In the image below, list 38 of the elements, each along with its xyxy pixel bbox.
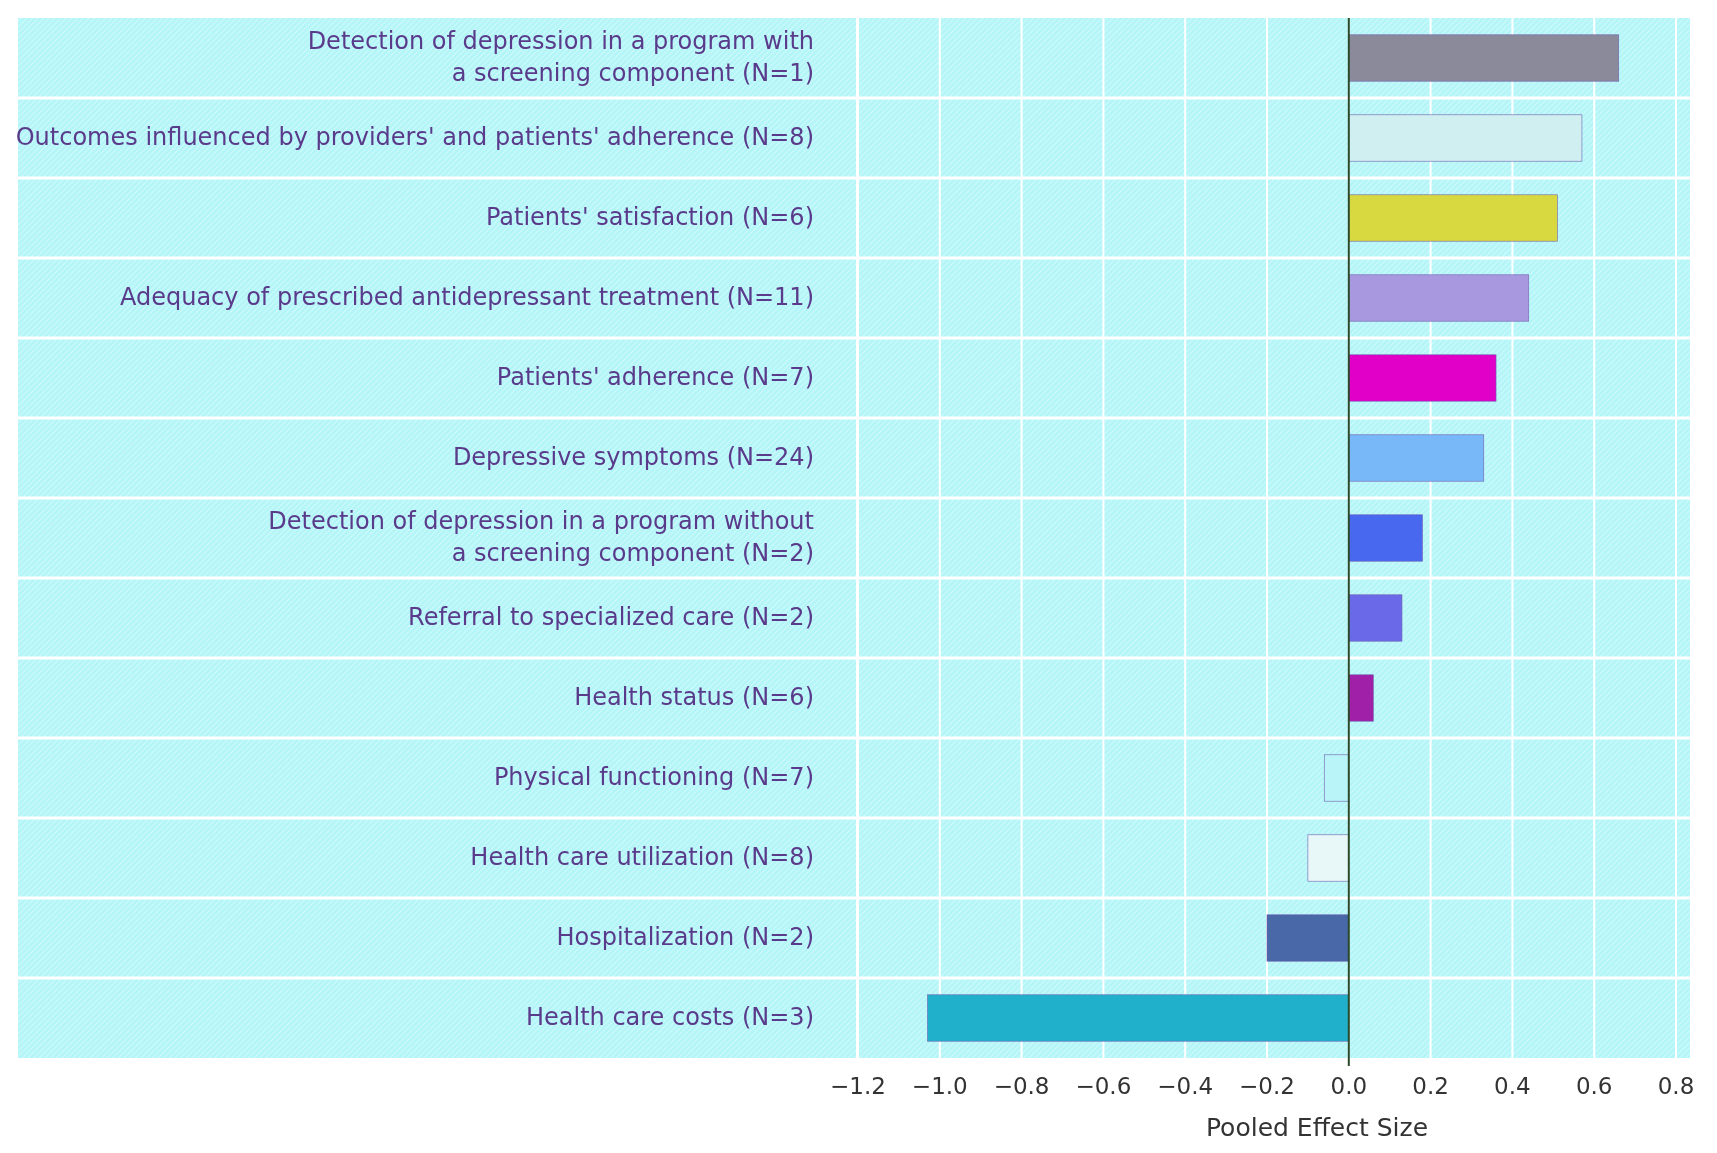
x-tick-label: 0.4 (1494, 1073, 1531, 1099)
bar (1348, 594, 1403, 642)
bar (1266, 914, 1350, 962)
x-tick-label: −0.2 (1239, 1073, 1295, 1099)
bar (1348, 114, 1583, 162)
y-tick-label: Patients' adherence (N=7) (496, 363, 814, 391)
x-tick-label: 0.0 (1330, 1073, 1368, 1099)
bar (1348, 434, 1485, 482)
x-tick-label: 0.6 (1575, 1073, 1613, 1099)
y-tick-label: Physical functioning (N=7) (493, 763, 814, 791)
x-tick-label: −0.4 (1157, 1073, 1214, 1099)
bar (1323, 754, 1350, 802)
bar (1348, 514, 1423, 562)
y-tick-label: Health status (N=6) (574, 683, 814, 711)
y-tick-label: Adequacy of prescribed antidepressant treatment (N=11) (119, 283, 814, 311)
x-tick-label: −0.6 (1075, 1073, 1132, 1099)
bar (1307, 834, 1350, 882)
y-tick-label: Detection of depression in a program with a screening component (N=1) (307, 27, 814, 87)
bar (1348, 274, 1530, 322)
y-tick-label: Hospitalization (N=2) (556, 923, 814, 951)
bar (1348, 194, 1558, 242)
bar (1348, 354, 1497, 402)
x-axis-title: Pooled Effect Size (1205, 1113, 1429, 1142)
x-tick-label: −1.0 (911, 1073, 968, 1099)
bar (1348, 34, 1620, 82)
x-tick-label: 0.8 (1657, 1073, 1695, 1099)
bar (927, 994, 1350, 1042)
y-tick-label: Patients' satisfaction (N=6) (485, 203, 814, 231)
y-tick-label: Detection of depression in a program without a screening component (N=2) (268, 507, 814, 567)
y-tick-label: Health care costs (N=3) (525, 1003, 814, 1031)
bar (1348, 674, 1374, 722)
x-tick-label: 0.2 (1412, 1073, 1449, 1099)
x-tick-label: −0.8 (993, 1073, 1050, 1099)
y-tick-label: Outcomes influenced by providers' and patients' adherence (N=8) (15, 123, 814, 151)
y-tick-label: Referral to specialized care (N=2) (408, 603, 814, 631)
y-tick-label: Depressive symptoms (N=24) (452, 443, 814, 471)
y-tick-label: Health care utilization (N=8) (470, 843, 814, 871)
x-tick-label: −1.2 (830, 1073, 886, 1099)
